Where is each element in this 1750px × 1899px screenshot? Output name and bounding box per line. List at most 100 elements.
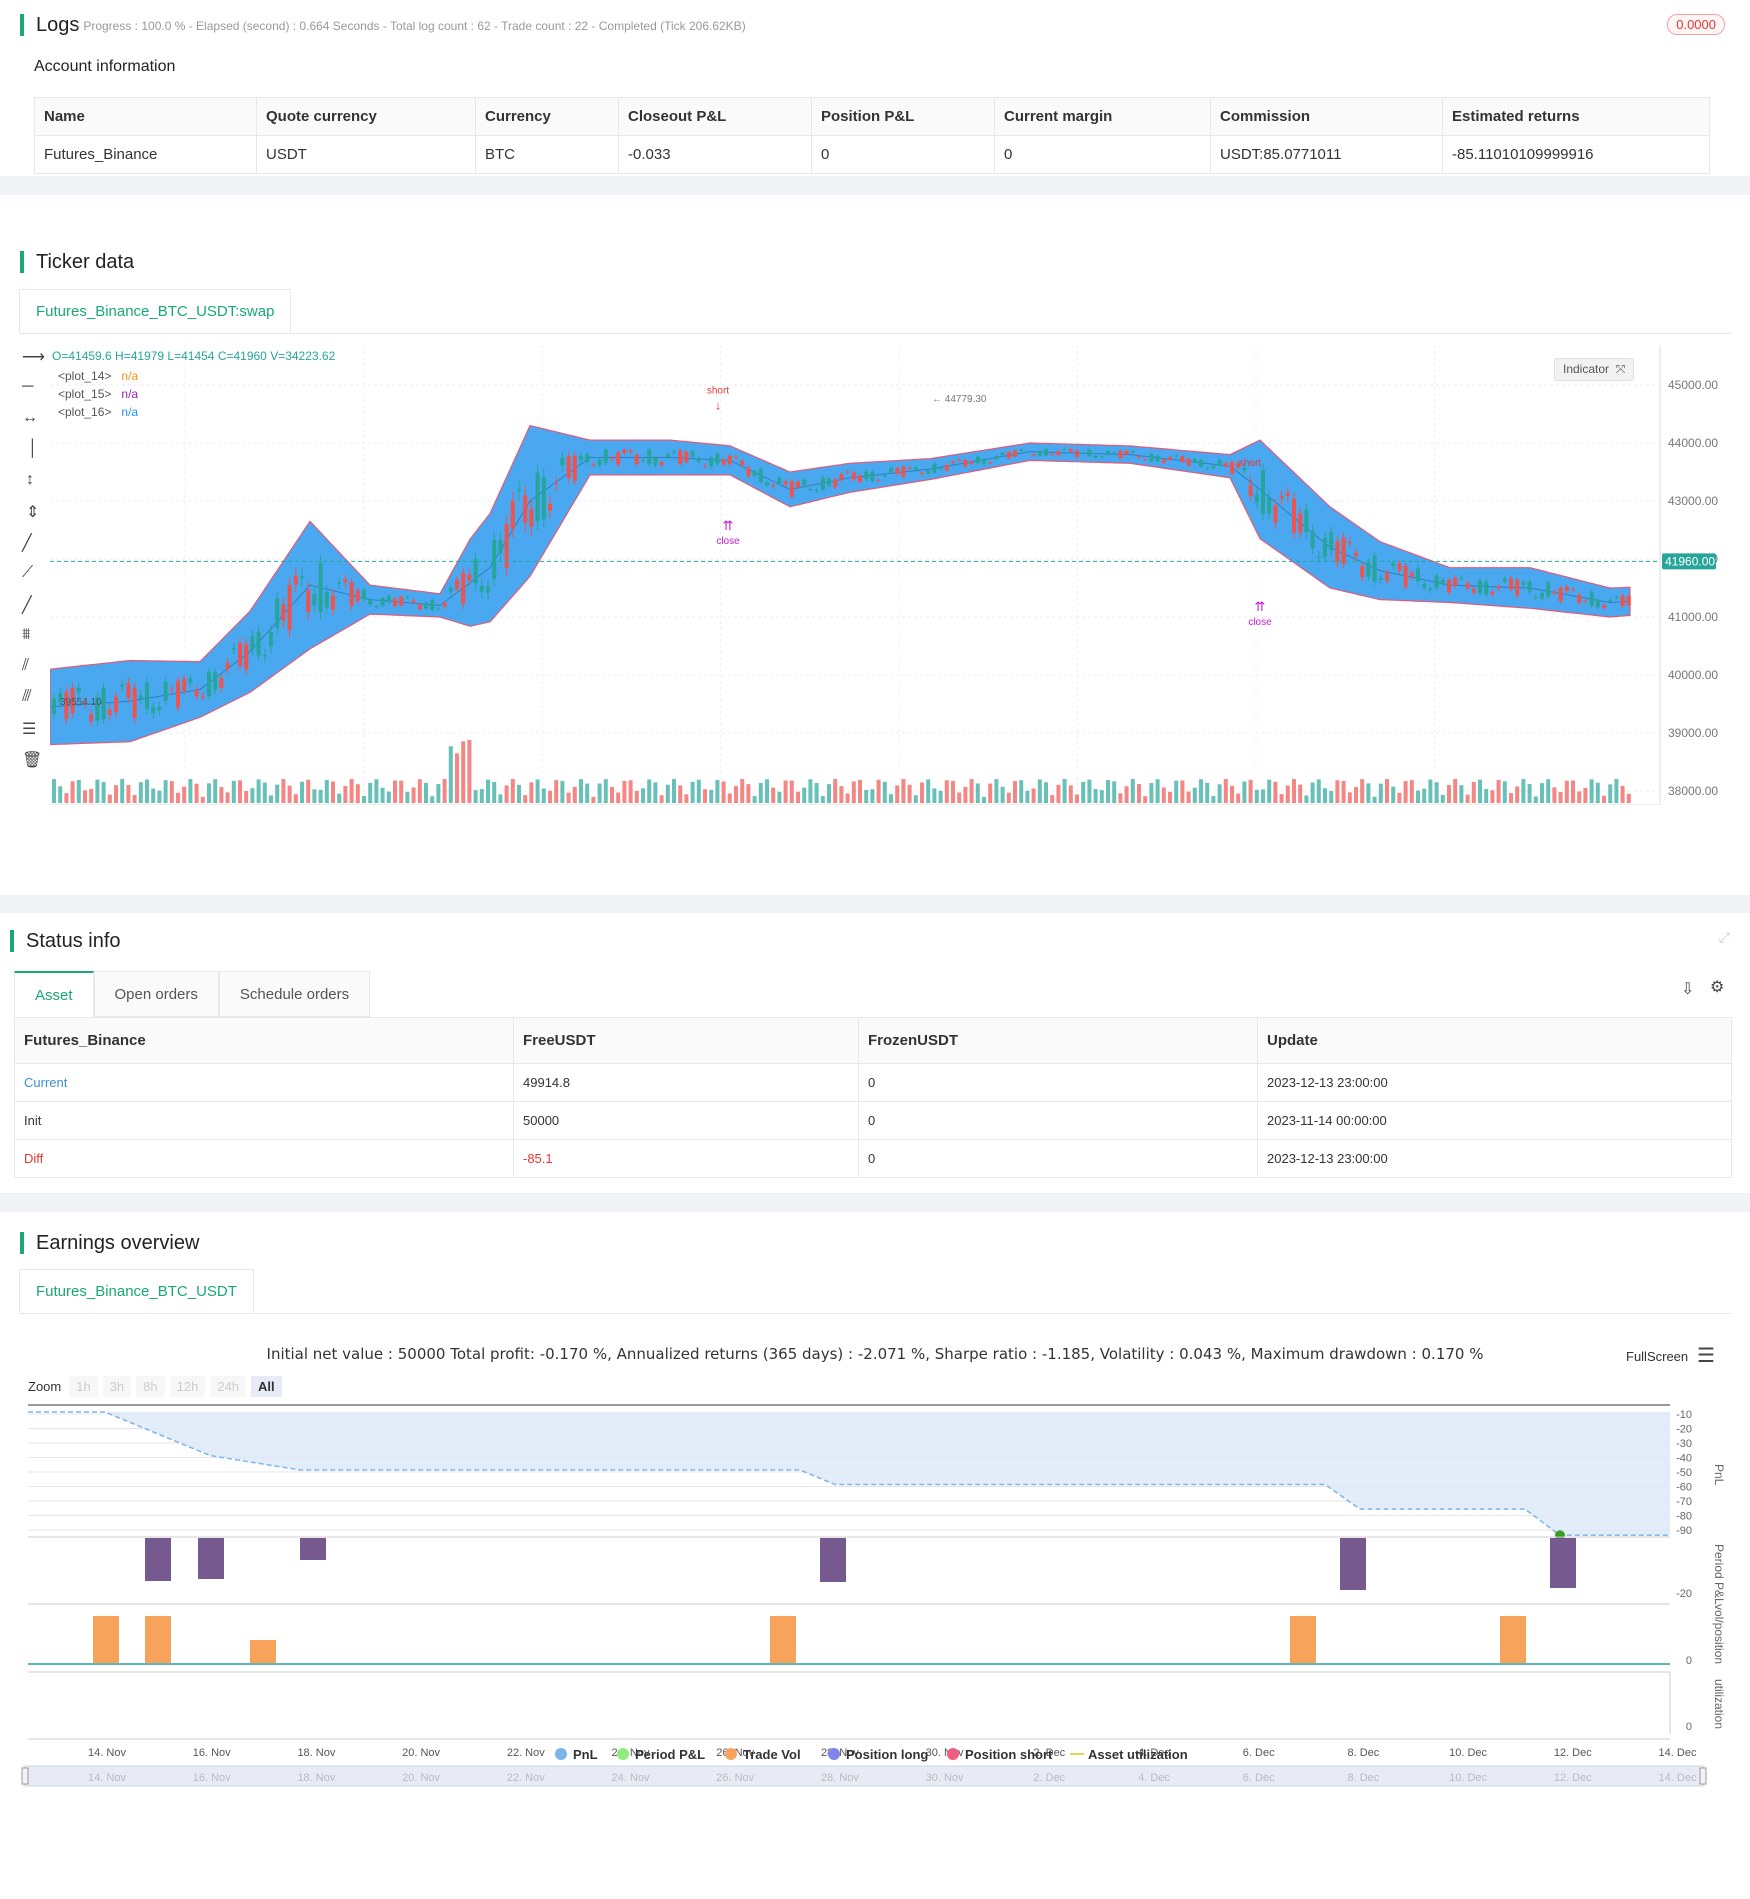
candle-body bbox=[1502, 578, 1507, 582]
tab-ticker-symbol[interactable]: Futures_Binance_BTC_USDT:swap bbox=[19, 289, 292, 333]
horizontal-segment-icon[interactable]: ↔ bbox=[22, 409, 38, 426]
volume-bar bbox=[120, 779, 125, 803]
volume-bar bbox=[448, 746, 453, 803]
candle-body bbox=[120, 684, 125, 687]
volume-bar bbox=[938, 790, 943, 803]
volume-bar bbox=[132, 794, 137, 803]
volume-bar bbox=[207, 783, 211, 803]
volume-bar bbox=[1106, 779, 1110, 803]
volume-bar bbox=[783, 780, 788, 803]
vertical-line-icon[interactable]: │ bbox=[28, 440, 38, 457]
volume-bar bbox=[876, 779, 881, 803]
menu-icon[interactable]: ☰ bbox=[1697, 1345, 1715, 1367]
volume-bar bbox=[58, 786, 63, 803]
fib-channel-icon[interactable]: ⫻ bbox=[22, 688, 32, 705]
pnl-tick-label: -90 bbox=[1676, 1525, 1692, 1537]
volume-bar bbox=[145, 779, 149, 803]
gear-icon[interactable]: ⚙ bbox=[1710, 979, 1725, 996]
candle-body bbox=[1192, 459, 1197, 463]
ray-line-icon[interactable]: ⟋ bbox=[22, 564, 34, 581]
candle-body bbox=[548, 503, 552, 511]
volume-bar bbox=[1118, 793, 1123, 803]
candle-body bbox=[963, 459, 968, 467]
volume-bar bbox=[777, 791, 782, 803]
status-title: Status info bbox=[10, 930, 121, 952]
fib-retracement-icon[interactable]: ☰ bbox=[22, 721, 37, 738]
candle-body bbox=[76, 687, 81, 693]
candle-body bbox=[1199, 459, 1203, 467]
zoom-1h-button[interactable]: 1h bbox=[69, 1376, 98, 1397]
trash-icon[interactable]: 🗑 bbox=[22, 752, 43, 769]
volume-bar bbox=[107, 794, 112, 803]
parallel-channel-icon[interactable]: ⫽ bbox=[22, 657, 30, 674]
candle-body bbox=[1044, 448, 1048, 456]
volume-bar bbox=[138, 782, 143, 803]
candle-body bbox=[250, 635, 255, 651]
volume-bar bbox=[399, 780, 404, 803]
candle-body bbox=[1471, 588, 1476, 594]
horizontal-line-icon[interactable]: ─ bbox=[22, 378, 34, 395]
volume-bar bbox=[1391, 786, 1396, 803]
tab-earnings-symbol[interactable]: Futures_Binance_BTC_USDT bbox=[19, 1269, 254, 1313]
candle-body bbox=[1490, 592, 1495, 595]
volume-bar bbox=[1608, 784, 1613, 803]
horizontal-ray-icon[interactable]: ⟶ bbox=[22, 349, 45, 366]
volume-bar bbox=[932, 788, 937, 803]
vertical-segment-icon[interactable]: ↕ bbox=[26, 471, 34, 488]
pnl-tick-label: -80 bbox=[1676, 1511, 1692, 1523]
candle-body bbox=[1347, 541, 1352, 543]
zoom-8h-button[interactable]: 8h bbox=[136, 1376, 165, 1397]
price-tick-label: 43000.00 bbox=[1668, 494, 1718, 508]
tab-open-orders[interactable]: Open orders bbox=[93, 971, 219, 1017]
zoom-12h-button[interactable]: 12h bbox=[169, 1376, 206, 1397]
zoom-3h-button[interactable]: 3h bbox=[102, 1376, 132, 1397]
candle-body bbox=[393, 598, 397, 607]
volume-bar bbox=[845, 793, 850, 803]
vertical-ray-icon[interactable]: ⇕ bbox=[26, 504, 40, 521]
volume-bar bbox=[1428, 779, 1433, 803]
volume-bar bbox=[306, 779, 311, 803]
volume-bar bbox=[1279, 794, 1284, 803]
candle-body bbox=[1521, 582, 1526, 586]
tab-schedule-orders[interactable]: Schedule orders bbox=[218, 971, 371, 1017]
volume-bar bbox=[548, 790, 552, 803]
candle-body bbox=[1143, 459, 1148, 461]
volume-bar bbox=[473, 790, 478, 803]
volume-bar bbox=[250, 788, 255, 803]
volume-bar bbox=[169, 781, 174, 803]
volume-bar bbox=[622, 780, 627, 803]
candle-body bbox=[269, 631, 273, 647]
candle-body bbox=[1509, 578, 1513, 590]
zoom-all-button[interactable]: All bbox=[251, 1376, 282, 1397]
price-range-icon[interactable]: ⩩ bbox=[22, 626, 31, 643]
volume-bar bbox=[70, 781, 75, 803]
volume-bar bbox=[101, 782, 106, 803]
fullscreen-icon[interactable]: ⤢ bbox=[1718, 929, 1730, 945]
pnl-tick-label: -60 bbox=[1676, 1482, 1692, 1494]
indicator-button[interactable]: Indicator ⤧ bbox=[1554, 358, 1635, 381]
legend-label: <plot_14> bbox=[58, 369, 112, 383]
volume-bar bbox=[269, 795, 273, 803]
candle-body bbox=[1595, 599, 1600, 607]
trend-line-icon[interactable]: ╱ bbox=[22, 535, 32, 552]
volume-bar bbox=[814, 782, 819, 803]
download-icon[interactable]: ⇩ bbox=[1681, 981, 1695, 998]
period-pnl-bar bbox=[1340, 1538, 1366, 1590]
candle-body bbox=[721, 459, 726, 465]
candle-body bbox=[52, 698, 56, 715]
fullscreen-button[interactable]: FullScreen bbox=[1626, 1349, 1688, 1364]
volume-bar bbox=[1478, 779, 1482, 803]
volume-bar bbox=[238, 780, 242, 803]
volume-bar bbox=[1186, 791, 1191, 803]
volume-bar bbox=[1540, 783, 1544, 803]
candle-body bbox=[219, 678, 224, 688]
earnings-summary: Initial net value : 50000 Total profit: … bbox=[266, 1345, 1484, 1363]
candle-body bbox=[1403, 565, 1408, 587]
volume-bar bbox=[1335, 780, 1340, 803]
candle-body bbox=[1422, 584, 1427, 589]
extended-line-icon[interactable]: ╱ bbox=[22, 597, 32, 614]
candlestick-chart[interactable]: 46000.0045000.0044000.0043000.0042000.00… bbox=[50, 345, 1730, 805]
earnings-chart[interactable]: -10 -20 -30 -40 -50 -60 -70 -80 -90 PnL -20 Period … bbox=[20, 1404, 1740, 1879]
zoom-24h-button[interactable]: 24h bbox=[210, 1376, 247, 1397]
tab-asset[interactable]: Asset bbox=[14, 971, 94, 1017]
